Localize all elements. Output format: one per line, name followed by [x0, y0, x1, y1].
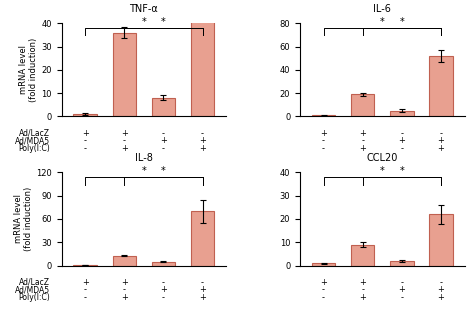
Bar [152, 262, 175, 266]
Text: +: + [199, 285, 206, 294]
Text: -: - [322, 285, 325, 294]
Text: *: * [400, 166, 404, 176]
Text: +: + [121, 293, 128, 302]
Text: -: - [322, 144, 325, 153]
Text: +: + [438, 136, 445, 145]
Bar [312, 115, 335, 117]
Text: -: - [83, 285, 87, 294]
Title: IL-6: IL-6 [374, 4, 391, 14]
Text: +: + [320, 129, 327, 138]
Text: -: - [401, 293, 403, 302]
Bar [112, 33, 136, 117]
Title: IL-8: IL-8 [135, 153, 153, 163]
Text: *: * [161, 166, 166, 176]
Text: -: - [162, 144, 165, 153]
Text: -: - [401, 144, 403, 153]
Text: -: - [439, 278, 443, 287]
Text: -: - [162, 293, 165, 302]
Text: +: + [121, 278, 128, 287]
Title: CCL20: CCL20 [366, 153, 398, 163]
Text: +: + [199, 136, 206, 145]
Text: -: - [322, 136, 325, 145]
Text: +: + [320, 278, 327, 287]
Title: TNF-α: TNF-α [129, 4, 158, 14]
Text: +: + [199, 293, 206, 302]
Text: +: + [160, 285, 167, 294]
Bar [112, 256, 136, 266]
Text: +: + [359, 293, 366, 302]
Bar [429, 56, 453, 117]
Y-axis label: mRNA level
(fold induction): mRNA level (fold induction) [19, 38, 38, 102]
Text: *: * [161, 17, 166, 27]
Bar [73, 265, 97, 266]
Text: -: - [162, 129, 165, 138]
Y-axis label: mRNA level
(fold induction): mRNA level (fold induction) [14, 187, 33, 251]
Bar [390, 111, 414, 117]
Text: +: + [199, 144, 206, 153]
Text: -: - [162, 278, 165, 287]
Text: -: - [439, 129, 443, 138]
Text: +: + [359, 144, 366, 153]
Text: *: * [141, 166, 146, 176]
Text: -: - [83, 144, 87, 153]
Text: -: - [361, 136, 364, 145]
Text: +: + [160, 136, 167, 145]
Text: -: - [83, 293, 87, 302]
Text: +: + [399, 285, 405, 294]
Bar [429, 214, 453, 266]
Text: -: - [361, 285, 364, 294]
Text: +: + [399, 136, 405, 145]
Text: +: + [121, 129, 128, 138]
Text: *: * [380, 17, 385, 27]
Text: -: - [401, 129, 403, 138]
Bar [73, 114, 97, 117]
Bar [312, 263, 335, 266]
Text: -: - [123, 285, 126, 294]
Bar [351, 245, 374, 266]
Text: +: + [121, 144, 128, 153]
Text: *: * [380, 166, 385, 176]
Text: +: + [82, 129, 89, 138]
Bar [191, 0, 214, 117]
Text: +: + [438, 285, 445, 294]
Bar [152, 98, 175, 117]
Text: -: - [401, 278, 403, 287]
Text: +: + [438, 293, 445, 302]
Text: -: - [201, 129, 204, 138]
Bar [191, 211, 214, 266]
Text: -: - [123, 136, 126, 145]
Text: *: * [141, 17, 146, 27]
Text: +: + [359, 129, 366, 138]
Text: Poly(I:C): Poly(I:C) [18, 293, 50, 302]
Text: +: + [359, 278, 366, 287]
Text: *: * [400, 17, 404, 27]
Text: -: - [83, 136, 87, 145]
Text: +: + [438, 144, 445, 153]
Bar [351, 94, 374, 117]
Text: Poly(I:C): Poly(I:C) [18, 144, 50, 153]
Text: Ad/MDA5: Ad/MDA5 [15, 136, 50, 145]
Text: -: - [322, 293, 325, 302]
Bar [390, 261, 414, 266]
Text: -: - [201, 278, 204, 287]
Text: +: + [82, 278, 89, 287]
Text: Ad/LacZ: Ad/LacZ [19, 278, 50, 287]
Text: Ad/MDA5: Ad/MDA5 [15, 285, 50, 294]
Text: Ad/LacZ: Ad/LacZ [19, 129, 50, 138]
